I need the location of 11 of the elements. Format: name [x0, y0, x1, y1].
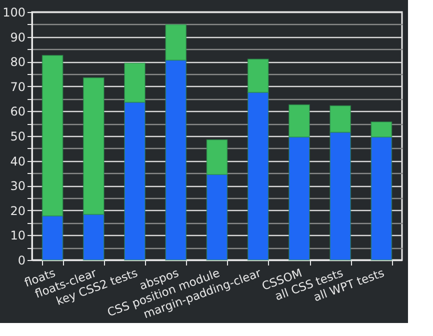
y-tick-label: 100 — [2, 6, 26, 20]
y-tick-label: 10 — [10, 228, 26, 243]
y-tick-label: 30 — [10, 179, 26, 194]
y-tick-label: 0 — [18, 254, 26, 268]
y-tick-label: 60 — [10, 104, 26, 119]
y-tick-label: 70 — [10, 80, 26, 94]
y-tick-label: 80 — [10, 55, 26, 70]
y-tick-label: 20 — [10, 204, 26, 218]
y-tick-label: 40 — [10, 154, 26, 168]
y-tick-label: 50 — [10, 130, 26, 144]
y-tick-label: 90 — [10, 30, 26, 44]
